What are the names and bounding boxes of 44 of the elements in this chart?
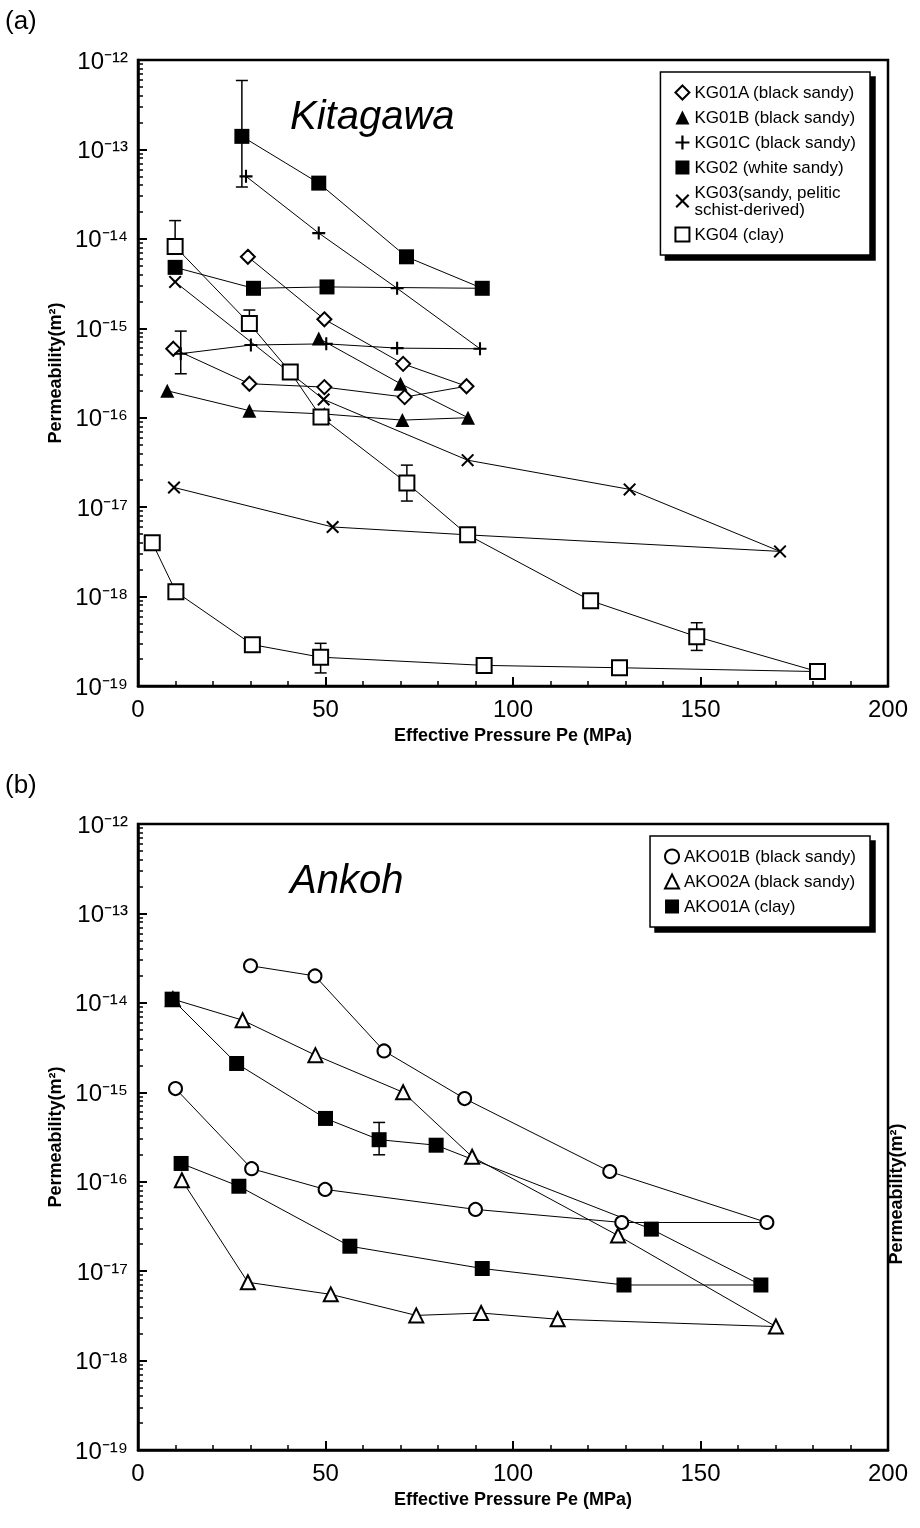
x-tick-label: 50	[312, 1458, 339, 1486]
annotation: Ankoh	[288, 857, 404, 901]
legend-label: KG02 (white sandy)	[694, 158, 844, 177]
y-tick-label: 10⁻¹³	[77, 899, 128, 927]
x-tick-label: 200	[867, 1458, 909, 1486]
y-axis-title: Permeability(m²)	[45, 302, 66, 444]
annotation: Kitagawa	[290, 93, 455, 137]
legend-label: KG04 (clay)	[694, 225, 785, 244]
legend-label: KG01A (black sandy)	[694, 83, 855, 102]
x-axis-title: Effective Pressure Pe (MPa)	[393, 1489, 633, 1509]
y-tick-label: 10⁻¹²	[77, 810, 128, 838]
x-tick-label: 150	[680, 1458, 721, 1486]
y-tick-label: 10⁻¹⁹	[75, 1436, 128, 1464]
y-tick-label: 10⁻¹³	[77, 135, 128, 163]
x-axis-title: Effective Pressure Pe (MPa)	[393, 725, 633, 745]
y-tick-label: 10⁻¹⁵	[75, 1078, 128, 1106]
x-tick-label: 150	[680, 694, 721, 722]
y-tick-label: 10⁻¹⁴	[75, 989, 128, 1017]
y2-axis-title: Permeability(m²)	[45, 1066, 66, 1208]
chart-title: (a)	[5, 5, 37, 35]
x-tick-label: 0	[131, 1458, 145, 1486]
y-tick-label: 10⁻¹⁴	[75, 225, 128, 253]
y-tick-label: 10⁻¹⁵	[75, 314, 128, 342]
y-tick-label: 10⁻¹⁹	[75, 672, 128, 700]
legend-label: AKO02A (black sandy)	[684, 872, 856, 891]
y-tick-label: 10⁻¹⁸	[75, 583, 128, 611]
y-tick-label: 10⁻¹⁷	[76, 493, 128, 521]
y-tick-label: 10⁻¹⁶	[75, 404, 128, 432]
legend-label: KG01C (black sandy)	[694, 133, 857, 152]
x-tick-label: 0	[131, 694, 145, 722]
y-tick-label: 10⁻¹⁸	[75, 1347, 128, 1375]
x-tick-label: 50	[312, 694, 339, 722]
y-axis-title: Permeability(m²)	[886, 1123, 906, 1265]
y-tick-label: 10⁻¹²	[77, 46, 128, 74]
y-tick-label: 10⁻¹⁷	[76, 1257, 128, 1285]
legend-label: KG03(sandy, pelitic schist-derived)	[694, 183, 846, 219]
legend-label: AKO01B (black sandy)	[684, 847, 856, 866]
y-tick-label: 10⁻¹⁶	[75, 1168, 128, 1196]
chart-title: (b)	[5, 769, 37, 799]
legend-label: AKO01A (clay)	[684, 897, 796, 916]
x-tick-label: 100	[492, 1458, 534, 1486]
legend-label: KG01B (black sandy)	[694, 108, 856, 127]
x-tick-label: 100	[492, 694, 534, 722]
x-tick-label: 200	[867, 694, 909, 722]
